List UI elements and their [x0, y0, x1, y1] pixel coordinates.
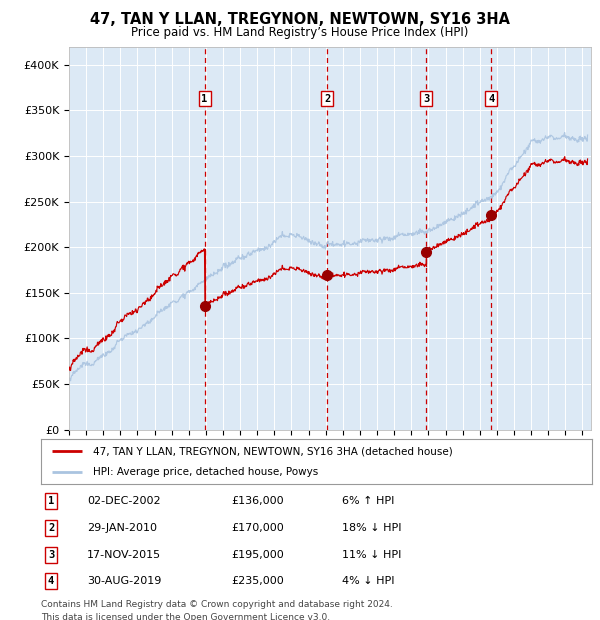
- Text: 3: 3: [48, 549, 54, 560]
- Text: £195,000: £195,000: [231, 549, 284, 560]
- Text: This data is licensed under the Open Government Licence v3.0.: This data is licensed under the Open Gov…: [41, 613, 330, 620]
- Text: 11% ↓ HPI: 11% ↓ HPI: [342, 549, 401, 560]
- Text: 02-DEC-2002: 02-DEC-2002: [87, 496, 161, 507]
- Text: Price paid vs. HM Land Registry’s House Price Index (HPI): Price paid vs. HM Land Registry’s House …: [131, 26, 469, 39]
- Text: £136,000: £136,000: [231, 496, 284, 507]
- Text: HPI: Average price, detached house, Powys: HPI: Average price, detached house, Powy…: [93, 467, 319, 477]
- Text: 47, TAN Y LLAN, TREGYNON, NEWTOWN, SY16 3HA: 47, TAN Y LLAN, TREGYNON, NEWTOWN, SY16 …: [90, 12, 510, 27]
- Text: 30-AUG-2019: 30-AUG-2019: [87, 576, 161, 587]
- Text: £170,000: £170,000: [231, 523, 284, 533]
- Text: 29-JAN-2010: 29-JAN-2010: [87, 523, 157, 533]
- Text: 3: 3: [423, 94, 430, 104]
- Text: Contains HM Land Registry data © Crown copyright and database right 2024.: Contains HM Land Registry data © Crown c…: [41, 600, 392, 609]
- Text: 6% ↑ HPI: 6% ↑ HPI: [342, 496, 394, 507]
- Text: 2: 2: [324, 94, 330, 104]
- Text: 4: 4: [48, 576, 54, 587]
- Text: £235,000: £235,000: [231, 576, 284, 587]
- Text: 1: 1: [202, 94, 208, 104]
- Text: 18% ↓ HPI: 18% ↓ HPI: [342, 523, 401, 533]
- Text: 1: 1: [48, 496, 54, 507]
- Text: 2: 2: [48, 523, 54, 533]
- Text: 4% ↓ HPI: 4% ↓ HPI: [342, 576, 395, 587]
- Text: 47, TAN Y LLAN, TREGYNON, NEWTOWN, SY16 3HA (detached house): 47, TAN Y LLAN, TREGYNON, NEWTOWN, SY16 …: [93, 446, 453, 456]
- Text: 4: 4: [488, 94, 494, 104]
- Text: 17-NOV-2015: 17-NOV-2015: [87, 549, 161, 560]
